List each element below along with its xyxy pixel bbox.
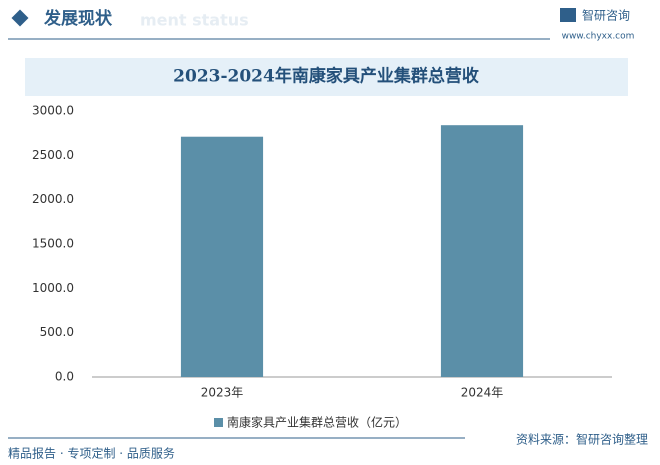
y-tick-label: 500.0 bbox=[40, 325, 74, 339]
legend-swatch bbox=[214, 418, 223, 427]
x-tick-label: 2024年 bbox=[461, 386, 504, 400]
y-tick-label: 2000.0 bbox=[32, 192, 74, 206]
y-tick-label: 1500.0 bbox=[32, 237, 74, 251]
y-tick-label: 1000.0 bbox=[32, 281, 74, 295]
x-tick-label: 2023年 bbox=[201, 386, 244, 400]
chart-title: 2023-2024年南康家具产业集群总营收 bbox=[173, 66, 479, 87]
url: www.chyxx.com bbox=[562, 32, 635, 42]
bar bbox=[440, 125, 524, 377]
title-band bbox=[25, 58, 628, 96]
y-tick-label: 2500.0 bbox=[32, 148, 74, 162]
footer-right: 资料来源：智研咨询整理 bbox=[516, 432, 648, 447]
brand: 智研咨询 bbox=[582, 8, 630, 23]
bar bbox=[180, 136, 264, 377]
footer-left: 精品报告 · 专项定制 · 品质服务 bbox=[8, 446, 175, 461]
header-title: 发展现状 bbox=[43, 8, 113, 29]
y-tick-label: 3000.0 bbox=[32, 104, 74, 118]
header-subtitle: ment status bbox=[140, 11, 249, 30]
legend-label: 南康家具产业集群总营收（亿元） bbox=[227, 415, 407, 430]
logo-icon bbox=[560, 8, 576, 22]
y-tick-label: 0.0 bbox=[55, 370, 74, 384]
